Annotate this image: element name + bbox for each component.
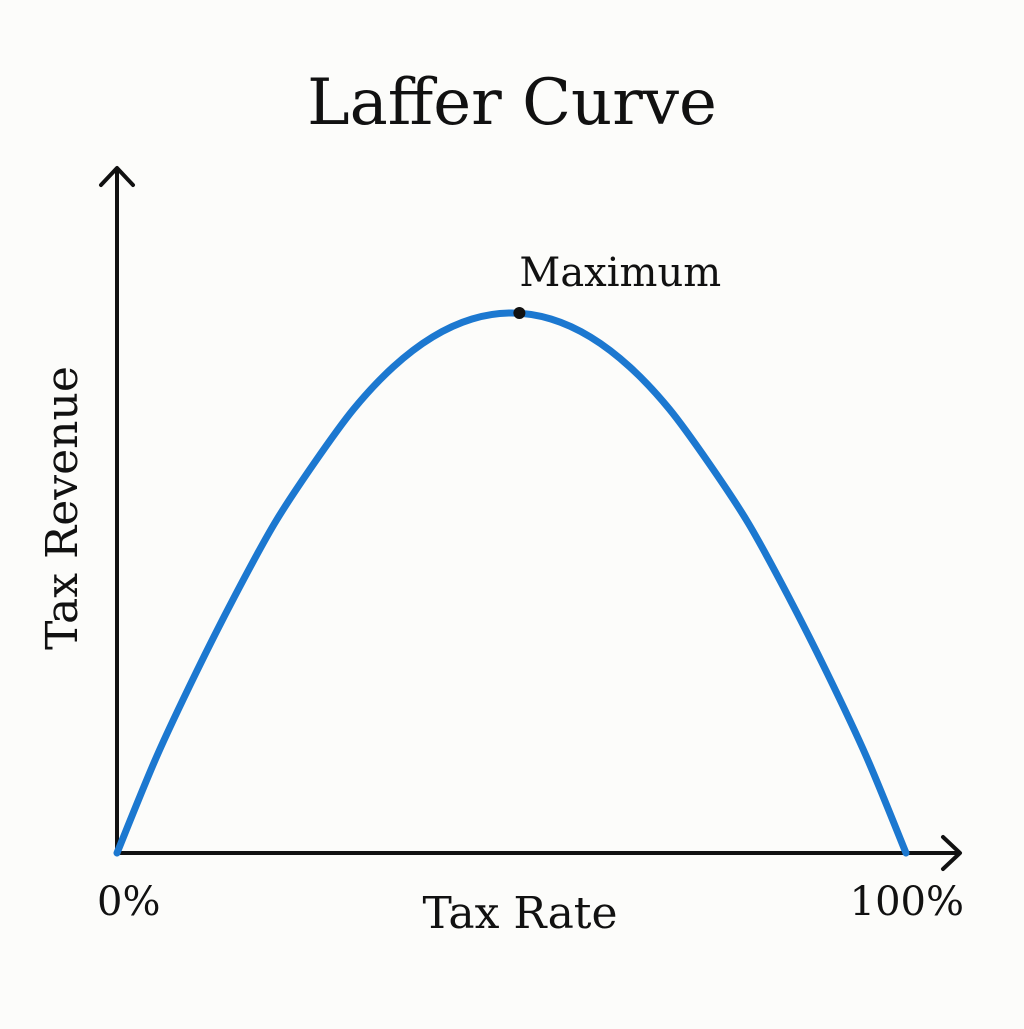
annotation-group: Maximum: [513, 250, 721, 319]
x-tick-label-0: 0%: [97, 879, 160, 925]
axes: [99, 166, 962, 871]
series-line-0: [113, 309, 910, 857]
series-group: [113, 309, 910, 857]
x-axis-label: Tax Rate: [422, 888, 617, 939]
x-tick-label-100: 100%: [850, 879, 964, 925]
y-axis-label: Tax Revenue: [37, 366, 88, 650]
y-axis-arrow: [99, 166, 135, 187]
annotation-label-0: Maximum: [519, 250, 721, 296]
annotation-marker-0: [513, 307, 526, 319]
chart-title: Laffer Curve: [307, 66, 717, 140]
x-axis-arrow: [941, 835, 962, 871]
